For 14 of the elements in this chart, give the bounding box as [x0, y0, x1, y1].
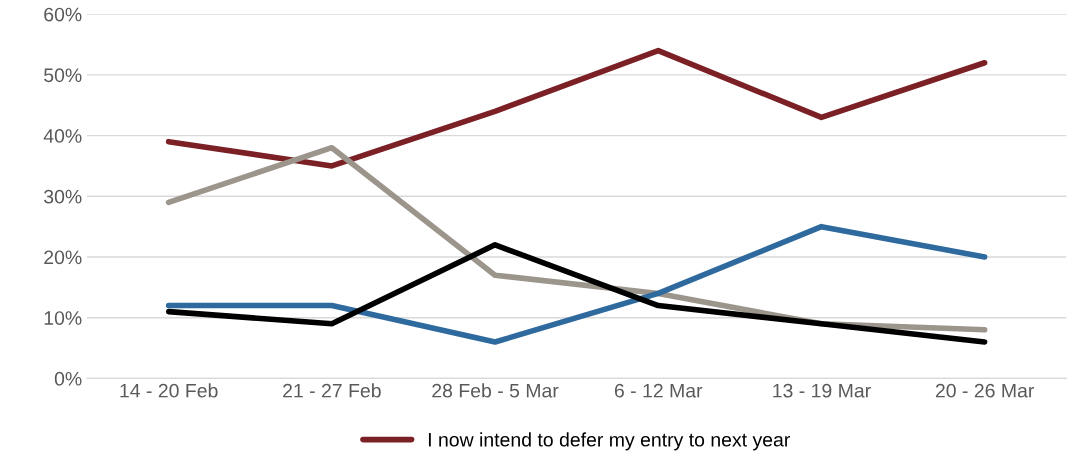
x-tick-label: 13 - 19 Mar — [773, 383, 871, 398]
y-tick-label: 60% — [44, 7, 82, 22]
y-tick-label: 0% — [54, 371, 82, 386]
x-tick-label: 6 - 12 Mar — [614, 383, 703, 398]
y-tick-label: 50% — [44, 68, 82, 83]
x-tick-label: 20 - 26 Mar — [935, 383, 1035, 398]
y-tick-label: 20% — [44, 250, 82, 265]
y-tick-label: 40% — [43, 129, 82, 143]
x-tick-label: 21 - 27 Feb — [283, 383, 381, 398]
y-tick-label: 10% — [44, 311, 82, 325]
x-tick-label: 14 - 20 Feb — [120, 383, 218, 398]
x-tick-label: 28 Feb - 5 Mar — [432, 383, 559, 398]
y-tick-label: 30% — [44, 189, 82, 204]
legend-label: I now intend to defer my entry to next year — [428, 432, 790, 451]
